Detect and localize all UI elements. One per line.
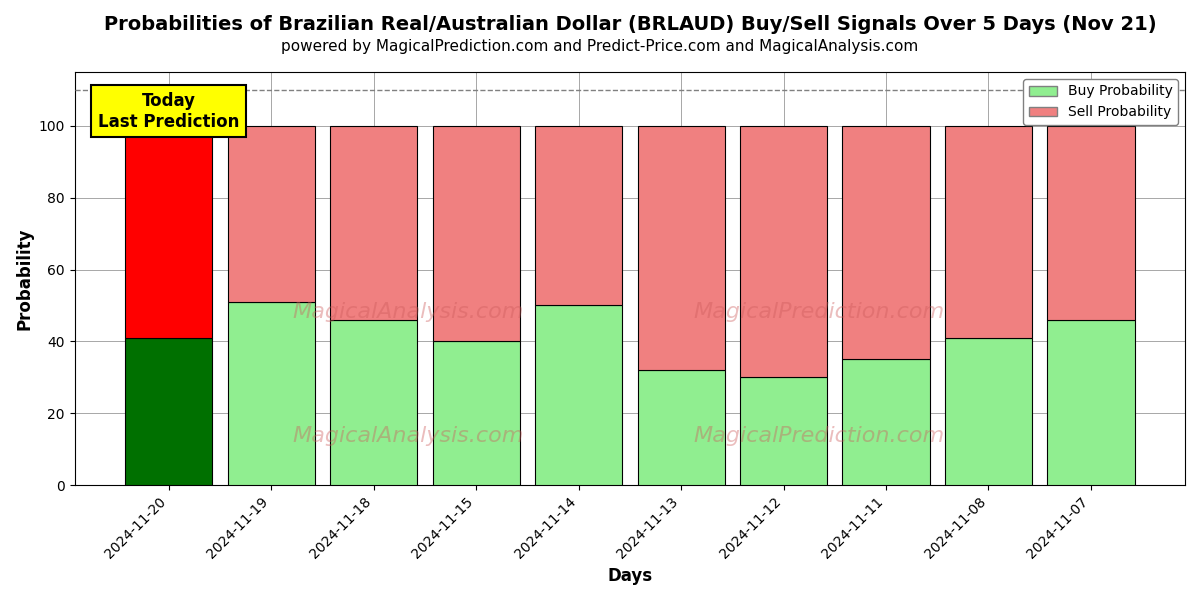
Bar bbox=[432, 341, 520, 485]
Bar bbox=[535, 126, 622, 305]
Y-axis label: Probability: Probability bbox=[16, 227, 34, 330]
Text: MagicalAnalysis.com: MagicalAnalysis.com bbox=[292, 425, 523, 446]
Bar bbox=[535, 305, 622, 485]
Bar bbox=[944, 126, 1032, 338]
Bar bbox=[842, 126, 930, 359]
Text: MagicalAnalysis.com: MagicalAnalysis.com bbox=[292, 302, 523, 322]
Title: Probabilities of Brazilian Real/Australian Dollar (BRLAUD) Buy/Sell Signals Over: Probabilities of Brazilian Real/Australi… bbox=[103, 16, 1156, 34]
Bar bbox=[842, 359, 930, 485]
X-axis label: Days: Days bbox=[607, 567, 653, 585]
Bar bbox=[125, 338, 212, 485]
Text: MagicalPrediction.com: MagicalPrediction.com bbox=[694, 425, 944, 446]
Bar bbox=[228, 302, 314, 485]
Text: MagicalPrediction.com: MagicalPrediction.com bbox=[694, 302, 944, 322]
Bar bbox=[1048, 126, 1134, 320]
Bar bbox=[228, 126, 314, 302]
Bar bbox=[637, 126, 725, 370]
Text: Today
Last Prediction: Today Last Prediction bbox=[98, 92, 239, 131]
Legend: Buy Probability, Sell Probability: Buy Probability, Sell Probability bbox=[1024, 79, 1178, 125]
Bar bbox=[944, 338, 1032, 485]
Text: powered by MagicalPrediction.com and Predict-Price.com and MagicalAnalysis.com: powered by MagicalPrediction.com and Pre… bbox=[281, 39, 919, 54]
Bar bbox=[432, 126, 520, 341]
Bar bbox=[740, 126, 827, 377]
Bar bbox=[1048, 320, 1134, 485]
Bar bbox=[637, 370, 725, 485]
Bar bbox=[330, 320, 418, 485]
Bar bbox=[125, 126, 212, 338]
Bar bbox=[740, 377, 827, 485]
Bar bbox=[330, 126, 418, 320]
